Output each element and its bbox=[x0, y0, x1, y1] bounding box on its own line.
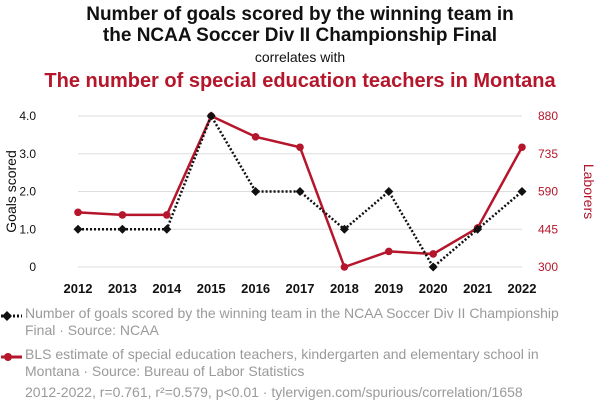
x-tick-label: 2020 bbox=[419, 281, 448, 296]
data-point-teachers bbox=[118, 211, 127, 219]
y-tick-label-left: 0 bbox=[29, 260, 36, 274]
data-point-teachers bbox=[74, 208, 82, 217]
y-axis-label-right: Laborers bbox=[581, 164, 597, 219]
y-tick-label-right: 735 bbox=[538, 147, 558, 161]
y-tick-label-right: 445 bbox=[538, 222, 558, 236]
x-tick-label: 2018 bbox=[330, 281, 359, 296]
connector-text: correlates with bbox=[254, 49, 346, 65]
x-tick-label: 2017 bbox=[286, 281, 315, 296]
data-point-teachers bbox=[340, 263, 349, 271]
x-tick-label: 2021 bbox=[463, 281, 492, 296]
x-tick-label: 2022 bbox=[508, 281, 537, 296]
data-point-teachers bbox=[163, 211, 171, 219]
chart-title-line1: Number of goals scored by the winning te… bbox=[86, 4, 514, 25]
data-point-teachers bbox=[385, 247, 393, 256]
x-tick-label: 2019 bbox=[374, 281, 403, 296]
legend-swatch-series1 bbox=[1, 311, 22, 321]
y-tick-label-left: 1.0 bbox=[19, 222, 36, 236]
data-point-goals bbox=[73, 224, 83, 234]
footer-stats: 2012-2022, r=0.761, r²=0.579, p<0.01 · t… bbox=[25, 384, 523, 400]
y-tick-label-left: 4.0 bbox=[19, 109, 36, 123]
data-point-goals bbox=[162, 224, 172, 234]
y-tick-label-left: 3.0 bbox=[19, 147, 36, 161]
x-tick-label: 2012 bbox=[64, 281, 93, 296]
data-point-teachers bbox=[518, 143, 526, 152]
x-tick-label: 2014 bbox=[152, 281, 182, 296]
data-point-goals bbox=[473, 224, 483, 234]
y-axis-label-left: Goals scored bbox=[3, 150, 19, 232]
chart-title-line2: the NCAA Soccer Div II Championship Fina… bbox=[102, 25, 498, 46]
chart-title: Number of goals scored by the winning te… bbox=[0, 4, 600, 46]
data-point-goals bbox=[428, 262, 438, 272]
chart-subtitle: The number of special education teachers… bbox=[44, 70, 556, 92]
x-tick-label: 2013 bbox=[108, 281, 137, 296]
series-line-goals bbox=[78, 113, 523, 269]
data-point-goals bbox=[339, 224, 349, 234]
y-tick-label-right: 300 bbox=[538, 260, 558, 274]
data-point-teachers bbox=[429, 250, 438, 258]
data-point-teachers bbox=[296, 143, 304, 152]
y-tick-label-right: 590 bbox=[538, 185, 558, 199]
y-tick-label-left: 2.0 bbox=[19, 185, 36, 199]
data-point-goals bbox=[206, 111, 216, 121]
y-tick-label-right: 880 bbox=[538, 109, 558, 123]
legend-label-series1: Number of goals scored by the winning te… bbox=[25, 305, 559, 338]
x-tick-label: 2016 bbox=[241, 281, 270, 296]
data-point-goals bbox=[384, 187, 394, 196]
legend-swatch-series2 bbox=[1, 353, 22, 361]
data-point-goals bbox=[117, 224, 127, 234]
data-point-teachers bbox=[251, 133, 260, 141]
x-tick-label: 2015 bbox=[197, 281, 226, 296]
data-point-goals bbox=[517, 187, 527, 196]
data-point-goals bbox=[251, 187, 261, 196]
legend-label-series2: BLS estimate of special education teache… bbox=[25, 346, 539, 379]
data-point-goals bbox=[295, 187, 305, 196]
